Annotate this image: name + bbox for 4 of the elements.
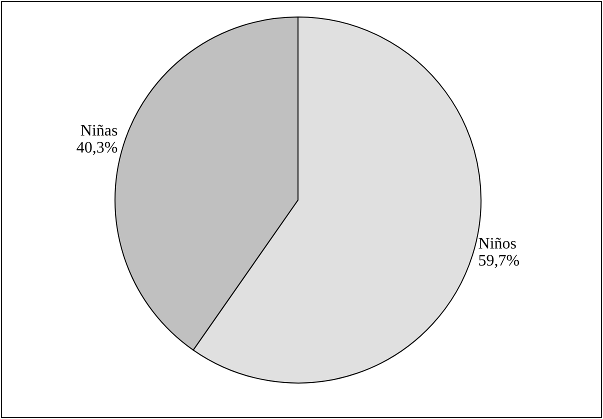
slice-label: Niños bbox=[478, 236, 517, 253]
data-label: 40,3% bbox=[76, 139, 118, 156]
data-label: 59,7% bbox=[478, 252, 520, 270]
slice-label: Niñas bbox=[80, 122, 118, 140]
